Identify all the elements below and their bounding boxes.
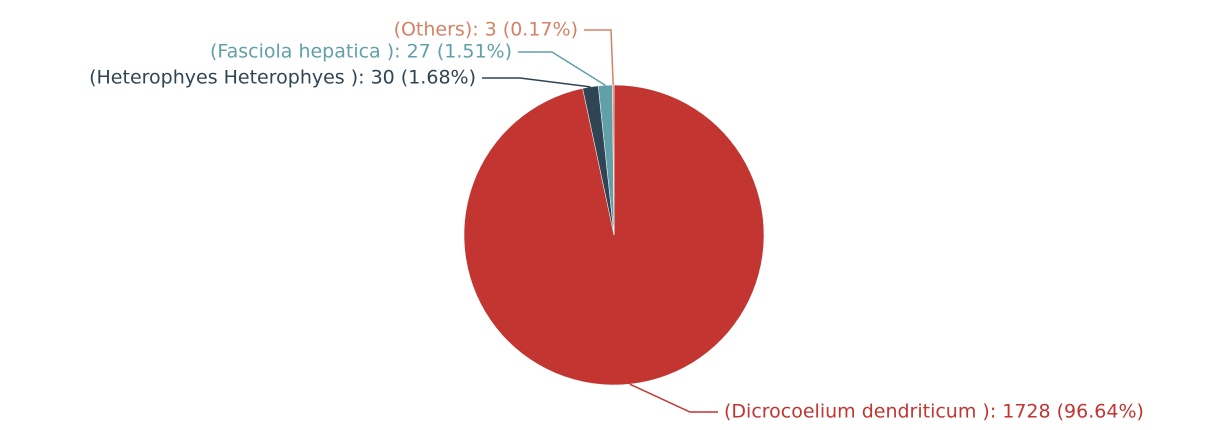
slice-label-fasciola-hepatica: (Fasciola hepatica ): 27 (1.51%) <box>210 41 512 63</box>
slice-label-others: (Others): 3 (0.17%) <box>394 19 578 41</box>
pie-slice-others[interactable] <box>612 84 615 236</box>
leader-line-others <box>584 29 614 86</box>
leader-line-heterophyes-heterophyes <box>482 77 591 88</box>
leader-lines-layer <box>482 29 718 413</box>
leader-line-fasciola-hepatica <box>518 51 606 86</box>
leader-line-dicrocoelium-dendriticum <box>629 383 718 413</box>
slice-label-dicrocoelium-dendriticum: (Dicrocoelium dendriticum ): 1728 (96.64… <box>724 401 1144 423</box>
slice-label-heterophyes-heterophyes: (Heterophyes Heterophyes ): 30 (1.68%) <box>89 67 476 89</box>
labels-layer: (Dicrocoelium dendriticum ): 1728 (96.64… <box>89 19 1144 423</box>
slices-layer <box>463 84 765 386</box>
